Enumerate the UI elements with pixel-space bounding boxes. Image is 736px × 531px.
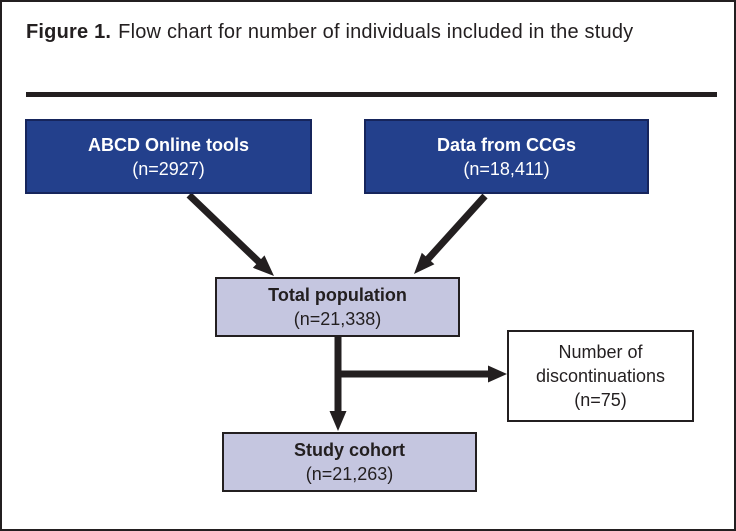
arrow-abcd-to-total-icon (186, 192, 274, 276)
arrow-ccgs-to-total-icon (414, 193, 488, 274)
node-ccgs-count: (n=18,411) (463, 158, 550, 179)
arrow-total-to-cohort-icon (329, 335, 347, 431)
node-discontinuations-count: (n=75) (574, 390, 627, 410)
arrow-total-to-discontinuations-icon (335, 365, 507, 383)
node-abcd-online-tools: ABCD Online tools (n=2927) (25, 119, 312, 194)
node-cohort-title: Study cohort (294, 440, 405, 460)
node-abcd-count: (n=2927) (132, 158, 205, 179)
title-divider (26, 92, 717, 97)
node-ccgs-title: Data from CCGs (436, 134, 577, 155)
figure-caption: Flow chart for number of individuals inc… (118, 21, 634, 43)
node-total-title: Total population (268, 285, 407, 305)
node-abcd-title: ABCD Online tools (88, 134, 249, 155)
node-cohort-count: (n=21,263) (305, 464, 394, 484)
node-total-population: Total population (n=21,338) (215, 277, 460, 337)
node-discontinuations: Number of discontinuations (n=75) (507, 330, 694, 422)
node-data-from-ccgs: Data from CCGs (n=18,411) (364, 119, 649, 194)
node-study-cohort: Study cohort (n=21,263) (222, 432, 477, 492)
node-discontinuations-title: Number of discontinuations (535, 342, 666, 386)
figure-label: Figure 1. (26, 21, 112, 43)
figure-title: Figure 1. Flow chart for number of indivi… (26, 18, 646, 47)
node-total-count: (n=21,338) (293, 309, 382, 329)
